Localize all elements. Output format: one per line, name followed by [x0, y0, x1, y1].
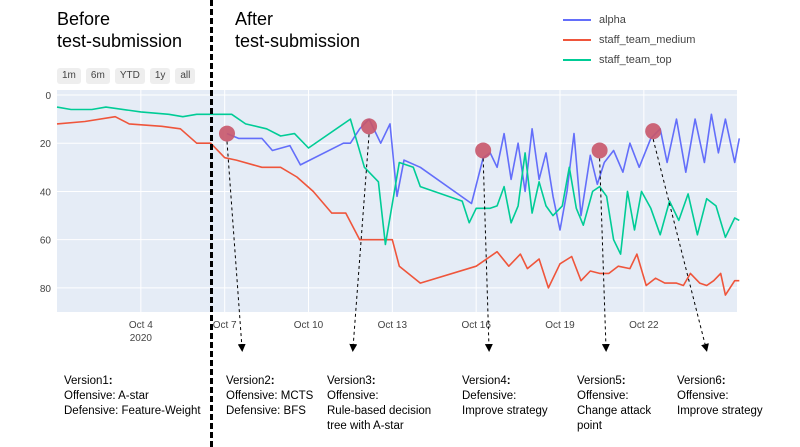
y-tick-label: 80 — [40, 284, 52, 295]
x-tick-label: Oct 7 — [213, 320, 237, 331]
x-tick-label: Oct 4 — [129, 320, 153, 331]
range-button-all[interactable]: all — [175, 68, 196, 84]
legend-item-staff-team-top[interactable]: staff_team_top — [563, 50, 695, 70]
version6-title: Version6 — [677, 375, 722, 387]
legend-item-staff-team-medium[interactable]: staff_team_medium — [563, 30, 695, 50]
version5-body: Offensive: Change attack point — [577, 390, 652, 432]
x-tick-label: Oct 13 — [378, 320, 408, 331]
version2-title: Version2 — [226, 375, 271, 387]
range-button-ytd[interactable]: YTD — [114, 68, 145, 84]
range-button-6m[interactable]: 6m — [85, 68, 110, 84]
x-tick-label: Oct 10 — [294, 320, 324, 331]
version1-body: Offensive: A-star Defensive: Feature-Wei… — [64, 390, 201, 417]
plot-background — [57, 90, 737, 312]
version6-body: Offensive: Improve strategy — [677, 390, 763, 417]
version-arrow — [226, 141, 246, 352]
before-submission-heading: Before test-submission — [57, 9, 183, 51]
version3-title: Version3 — [327, 375, 372, 387]
version1-note: Version1: Offensive: A-star Defensive: F… — [64, 375, 201, 417]
legend-swatch — [563, 59, 591, 61]
y-tick-label: 40 — [40, 187, 52, 198]
version4-body: Defensive: Improve strategy — [462, 390, 548, 417]
series-line-staff-team-medium — [56, 115, 740, 296]
legend-item-alpha[interactable]: alpha — [563, 10, 695, 30]
chart-legend: alpha staff_team_medium staff_team_top — [563, 10, 695, 70]
version2-note: Version2: Offensive: MCTS Defensive: BFS — [226, 375, 314, 417]
version-marker — [645, 123, 662, 140]
version3-body: Offensive: Rule-based decision tree with… — [327, 390, 432, 432]
version4-note: Version4: Defensive: Improve strategy — [462, 375, 548, 417]
version-marker — [219, 125, 235, 142]
range-selector: 1m 6m YTD 1y all — [57, 68, 196, 84]
version-marker — [591, 142, 608, 159]
version5-note: Version5: Offensive: Change attack point — [577, 375, 652, 432]
legend-label: alpha — [599, 14, 626, 26]
x-tick-label: Oct 19 — [545, 320, 575, 331]
x-tick-sublabel: 2020 — [130, 333, 153, 344]
series-line-staff-team-top — [56, 106, 740, 255]
legend-label: staff_team_top — [599, 54, 672, 66]
version-marker — [361, 118, 378, 135]
version-arrow — [482, 158, 493, 352]
version-marker — [475, 142, 492, 159]
version4-title: Version4 — [462, 375, 507, 387]
after-submission-heading: After test-submission — [235, 9, 361, 51]
y-tick-label: 0 — [45, 91, 51, 102]
version-arrow — [599, 158, 610, 352]
legend-swatch — [563, 19, 591, 21]
y-tick-label: 60 — [40, 236, 52, 247]
range-button-1y[interactable]: 1y — [149, 68, 171, 84]
x-tick-label: Oct 16 — [461, 320, 491, 331]
legend-label: staff_team_medium — [599, 34, 696, 46]
version6-note: Version6: Offensive: Improve strategy — [677, 375, 763, 417]
version1-title: Version1 — [64, 375, 109, 387]
version2-body: Offensive: MCTS Defensive: BFS — [226, 390, 314, 417]
version3-note: Version3: Offensive: Rule-based decision… — [327, 375, 432, 432]
submission-divider-line — [210, 0, 213, 447]
legend-swatch — [563, 39, 591, 41]
x-tick-label: Oct 22 — [629, 320, 659, 331]
y-tick-label: 20 — [40, 139, 52, 150]
version5-title: Version5 — [577, 375, 622, 387]
range-button-1m[interactable]: 1m — [57, 68, 81, 84]
